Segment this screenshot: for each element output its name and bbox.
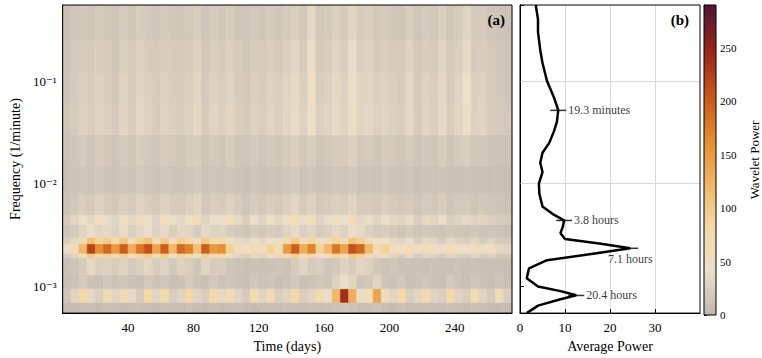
svg-text:80: 80 [187, 320, 200, 335]
svg-text:20: 20 [604, 320, 617, 335]
svg-text:7.1 hours: 7.1 hours [608, 252, 653, 266]
svg-text:200: 200 [720, 95, 737, 107]
svg-text:150: 150 [720, 149, 737, 161]
svg-text:200: 200 [380, 320, 400, 335]
svg-text:160: 160 [314, 320, 334, 335]
svg-text:(a): (a) [488, 12, 506, 29]
svg-text:19.3 minutes: 19.3 minutes [568, 103, 630, 117]
svg-text:Frequency (1/minute): Frequency (1/minute) [8, 98, 24, 220]
svg-text:10⁻²: 10⁻² [33, 176, 57, 191]
svg-text:30: 30 [649, 320, 662, 335]
svg-text:240: 240 [445, 320, 465, 335]
svg-text:250: 250 [720, 42, 737, 54]
svg-text:50: 50 [720, 256, 732, 268]
svg-text:100: 100 [720, 202, 737, 214]
svg-text:20.4 hours: 20.4 hours [586, 288, 637, 302]
svg-text:10⁻³: 10⁻³ [33, 279, 57, 294]
svg-text:10⁻¹: 10⁻¹ [33, 74, 57, 89]
svg-text:(b): (b) [671, 12, 689, 29]
svg-text:10: 10 [559, 320, 572, 335]
svg-text:Wavelet Power: Wavelet Power [747, 120, 762, 199]
svg-text:Average Power: Average Power [567, 339, 653, 354]
svg-text:Time (days): Time (days) [254, 339, 322, 355]
svg-text:3.8 hours: 3.8 hours [574, 213, 619, 227]
svg-text:0: 0 [517, 320, 524, 335]
svg-text:120: 120 [249, 320, 269, 335]
svg-text:40: 40 [122, 320, 135, 335]
svg-text:0: 0 [720, 309, 726, 321]
